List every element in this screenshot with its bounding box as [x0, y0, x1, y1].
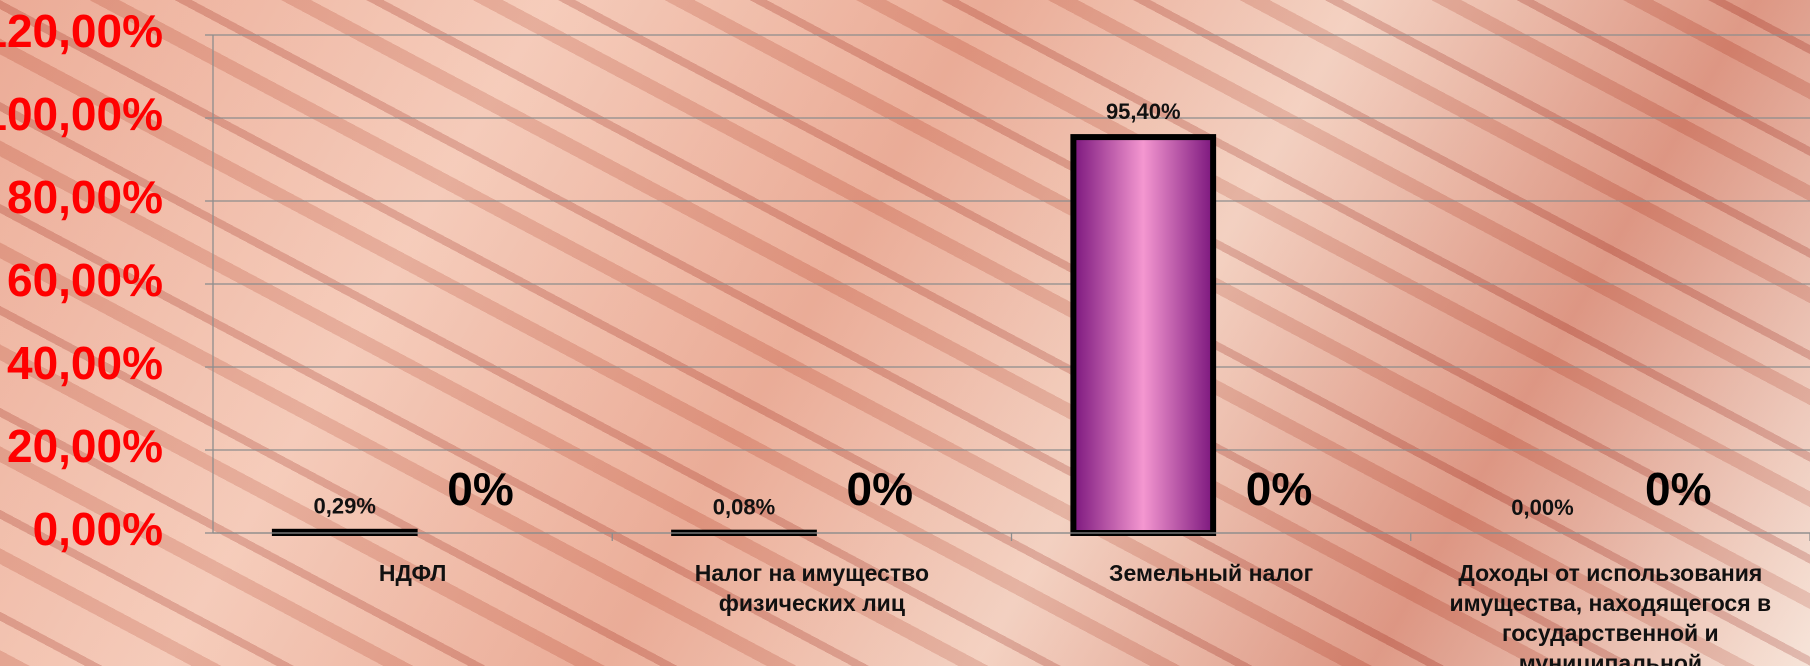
value-label: 0,08%	[713, 494, 775, 519]
y-tick-label: 120,00%	[0, 5, 163, 57]
value-label: 0%	[847, 463, 913, 515]
x-tick-label: Земельный налог	[1109, 560, 1314, 586]
x-tick-label-box: НДФЛ	[378, 560, 447, 586]
value-label: 0%	[447, 463, 513, 515]
value-label: 0,00%	[1511, 495, 1573, 520]
bar	[1070, 134, 1217, 536]
x-tick-label-box: Доходы от использования имущества, наход…	[1449, 560, 1772, 666]
x-tick-label: Налог на имущество физических лиц	[694, 560, 930, 616]
y-tick-label: 40,00%	[7, 337, 163, 389]
value-label: 0%	[1645, 463, 1711, 515]
value-label: 0,29%	[314, 494, 376, 519]
y-tick-label: 20,00%	[7, 420, 163, 472]
x-tick-label-box: Налог на имущество физических лиц	[694, 560, 930, 616]
x-tick-label-box: Земельный налог	[1109, 560, 1314, 586]
x-tick-label: Доходы от использования имущества, наход…	[1449, 560, 1772, 666]
y-tick-label: 100,00%	[0, 88, 163, 140]
value-label: 95,40%	[1106, 99, 1181, 124]
y-tick-label: 0,00%	[33, 503, 163, 555]
y-tick-label: 80,00%	[7, 171, 163, 223]
value-label: 0%	[1246, 463, 1312, 515]
y-tick-label: 60,00%	[7, 254, 163, 306]
x-tick-label: НДФЛ	[378, 560, 447, 586]
